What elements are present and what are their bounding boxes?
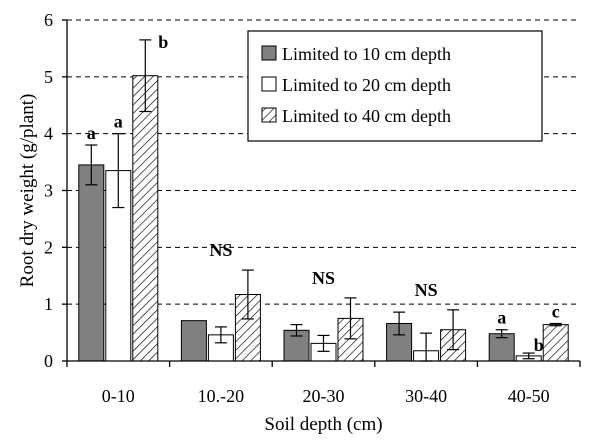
bar-40-50-series-3 (542, 324, 569, 362)
legend-label: Limited to 10 cm depth (282, 44, 451, 64)
significance-label: a (497, 308, 506, 328)
axes: 0 1 2 3 4 5 6 0-10 10.-20 20-30 30-40 40-50 (44, 10, 581, 406)
legend-label: Limited to 20 cm depth (282, 75, 451, 95)
error-bar (522, 352, 535, 360)
x-axis-title: Soil depth (cm) (264, 414, 382, 435)
legend-item: Limited to 20 cm depth (261, 75, 451, 95)
legend-item: Limited to 40 cm depth (261, 106, 451, 126)
y-tick-label: 6 (44, 10, 53, 30)
significance-label: a (114, 112, 123, 132)
legend-swatch (261, 76, 277, 92)
y-axis-title: Root dry weight (g/plant) (17, 94, 38, 288)
significance-label: NS (312, 268, 335, 288)
y-tick-label: 3 (44, 181, 53, 201)
legend: Limited to 10 cm depth Limited to 20 cm d… (247, 30, 543, 142)
legend-label: Limited to 40 cm depth (282, 106, 451, 126)
x-tick-label: 40-50 (508, 386, 550, 406)
error-bar (317, 334, 330, 352)
x-tick-label: 0-10 (102, 386, 135, 406)
error-bar (344, 297, 357, 340)
y-tick-label: 0 (44, 351, 53, 371)
error-bar (393, 311, 406, 336)
y-tick-label: 4 (44, 124, 53, 144)
error-bar (139, 39, 152, 113)
error-bar (447, 309, 460, 351)
significance-label: c (552, 301, 560, 321)
error-bar (290, 324, 303, 337)
error-bar (214, 326, 227, 344)
legend-swatch (261, 107, 277, 123)
significance-label: b (534, 335, 544, 355)
significance-label: NS (209, 240, 232, 260)
significance-label: b (158, 32, 168, 52)
legend-box (247, 30, 543, 142)
x-tick-label: 10.-20 (198, 386, 245, 406)
significance-label: NS (415, 280, 438, 300)
legend-item: Limited to 10 cm depth (261, 44, 451, 64)
error-bar (495, 329, 508, 339)
legend-swatch (261, 45, 277, 61)
error-bar (549, 322, 562, 327)
bar-0-10-series-3 (132, 75, 159, 362)
bar-10.-20-series-1 (180, 320, 207, 362)
error-bar (85, 144, 98, 186)
error-bars (85, 39, 562, 362)
y-tick-label: 2 (44, 237, 53, 257)
error-bar (241, 269, 254, 320)
x-tick-label: 20-30 (303, 386, 345, 406)
significance-label: a (87, 123, 96, 143)
x-tick-label: 30-40 (405, 386, 447, 406)
y-tick-label: 5 (44, 67, 53, 87)
y-tick-label: 1 (44, 294, 53, 314)
bar-0-10-series-1 (78, 164, 105, 362)
error-bar (112, 133, 125, 209)
